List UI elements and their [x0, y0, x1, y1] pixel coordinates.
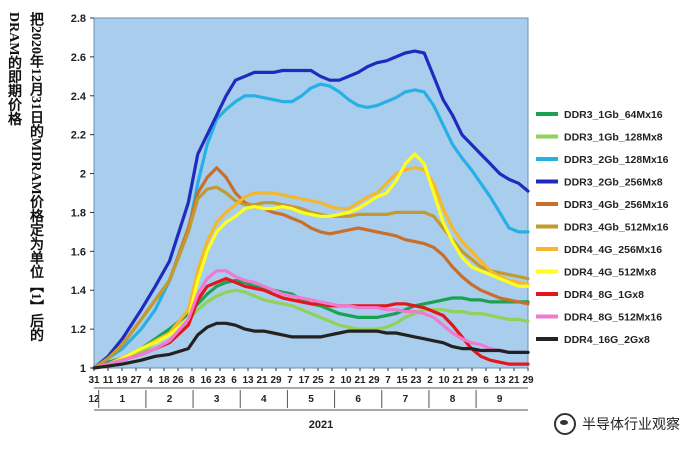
- x-month-label: 5: [308, 394, 314, 405]
- x-day-label: 2: [427, 375, 433, 386]
- x-month-label: 9: [497, 394, 503, 405]
- x-day-label: 6: [483, 375, 489, 386]
- x-day-label: 13: [242, 375, 254, 386]
- x-month-label: 7: [403, 394, 409, 405]
- wechat-icon: [554, 413, 576, 435]
- x-day-label: 19: [116, 375, 128, 386]
- x-day-label: 10: [340, 375, 352, 386]
- series-line-ddr3_1gb_128mx8: [92, 288, 530, 370]
- x-day-label: 18: [158, 375, 170, 386]
- series-line-ddr4_4g_512mx8: [92, 152, 530, 370]
- legend-label: DDR4_8G_1Gx8: [564, 289, 644, 301]
- x-day-label: 8: [189, 375, 195, 386]
- y-tick-label: 2.8: [71, 13, 86, 25]
- watermark-text: 半导体行业观察: [582, 417, 680, 433]
- y-tick-label: 2.6: [71, 52, 86, 64]
- x-day-label: 23: [214, 375, 226, 386]
- legend-label: DDR3_2Gb_128Mx16: [564, 154, 669, 166]
- x-month-label: 12: [88, 394, 100, 405]
- x-day-label: 2: [329, 375, 335, 386]
- x-day-label: 21: [508, 375, 520, 386]
- series-line-ddr3_2gb_256mx8: [92, 49, 530, 370]
- y-tick-label: 1: [80, 363, 86, 375]
- series-line-ddr4_16g_2gx8: [92, 321, 530, 370]
- x-month-label: 1: [120, 394, 126, 405]
- series-line-ddr4_8g_512mx16: [92, 269, 530, 370]
- x-year-label: 2021: [309, 419, 333, 431]
- y-tick-label: 1.6: [71, 246, 86, 258]
- x-day-label: 26: [172, 375, 184, 386]
- y-tick-label: 2.2: [71, 130, 86, 142]
- legend-label: DDR3_2Gb_256Mx8: [564, 177, 663, 189]
- x-day-label: 29: [522, 375, 534, 386]
- x-month-label: 4: [261, 394, 267, 405]
- vertical-chart-title: 把2020年12月31日的MDRAM价格定为单位【1】后的 DRAM的即期价格: [0, 12, 52, 422]
- x-month-label: 8: [450, 394, 456, 405]
- y-tick-label: 1.4: [71, 285, 87, 297]
- x-day-label: 11: [103, 375, 114, 386]
- series-line-ddr4_8g_1gx8: [92, 277, 530, 370]
- x-month-label: 6: [355, 394, 361, 405]
- y-tick-label: 1.8: [71, 207, 86, 219]
- y-tick-label: 1.2: [71, 324, 86, 336]
- series-line-ddr3_2gb_128mx16: [92, 82, 530, 370]
- x-day-label: 13: [494, 375, 506, 386]
- y-tick-label: 2.4: [71, 91, 87, 103]
- x-day-label: 25: [312, 375, 324, 386]
- plot-area: [93, 17, 529, 369]
- legend-label: DDR3_1Gb_64Mx16: [564, 109, 663, 121]
- vertical-title-line-1: 把2020年12月31日的MDRAM价格定为单位【1】后的: [28, 12, 43, 342]
- x-day-label: 7: [385, 375, 391, 386]
- x-month-label: 3: [214, 394, 220, 405]
- series-line-ddr4_4g_256mx16: [92, 166, 530, 370]
- vertical-title-line-2: DRAM的即期价格: [6, 12, 21, 126]
- x-day-label: 15: [396, 375, 408, 386]
- legend-label: DDR4_4G_512Mx8: [564, 267, 656, 279]
- x-day-label: 21: [256, 375, 268, 386]
- x-day-label: 31: [88, 375, 100, 386]
- dram-price-chart: 11.21.41.61.822.22.42.62.831 11 19 27 4 18 26 8…: [71, 13, 669, 431]
- x-day-label: 29: [270, 375, 282, 386]
- x-day-label: 29: [368, 375, 380, 386]
- x-day-label: 17: [298, 375, 310, 386]
- x-day-label: 23: [410, 375, 422, 386]
- x-day-label: 29: [466, 375, 478, 386]
- x-day-label: 21: [452, 375, 464, 386]
- y-tick-label: 2: [80, 169, 86, 181]
- x-day-label: 6: [231, 375, 237, 386]
- x-day-label: 4: [147, 375, 153, 386]
- x-day-label: 27: [130, 375, 142, 386]
- x-day-label: 7: [287, 375, 293, 386]
- legend-label: DDR3_4Gb_512Mx16: [564, 222, 669, 234]
- legend-label: DDR4_16G_2Gx8: [564, 334, 650, 346]
- x-day-label: 16: [200, 375, 212, 386]
- x-day-label: 21: [354, 375, 366, 386]
- series-line-ddr3_4gb_256mx16: [92, 166, 530, 370]
- watermark: 半导体行业观察: [548, 410, 686, 438]
- x-day-label: 10: [438, 375, 450, 386]
- legend-label: DDR4_4G_256Mx16: [564, 244, 662, 256]
- legend-label: DDR3_4Gb_256Mx16: [564, 199, 669, 211]
- legend-label: DDR3_1Gb_128Mx8: [564, 132, 663, 144]
- legend-label: DDR4_8G_512Mx16: [564, 312, 662, 324]
- x-month-label: 2: [167, 394, 173, 405]
